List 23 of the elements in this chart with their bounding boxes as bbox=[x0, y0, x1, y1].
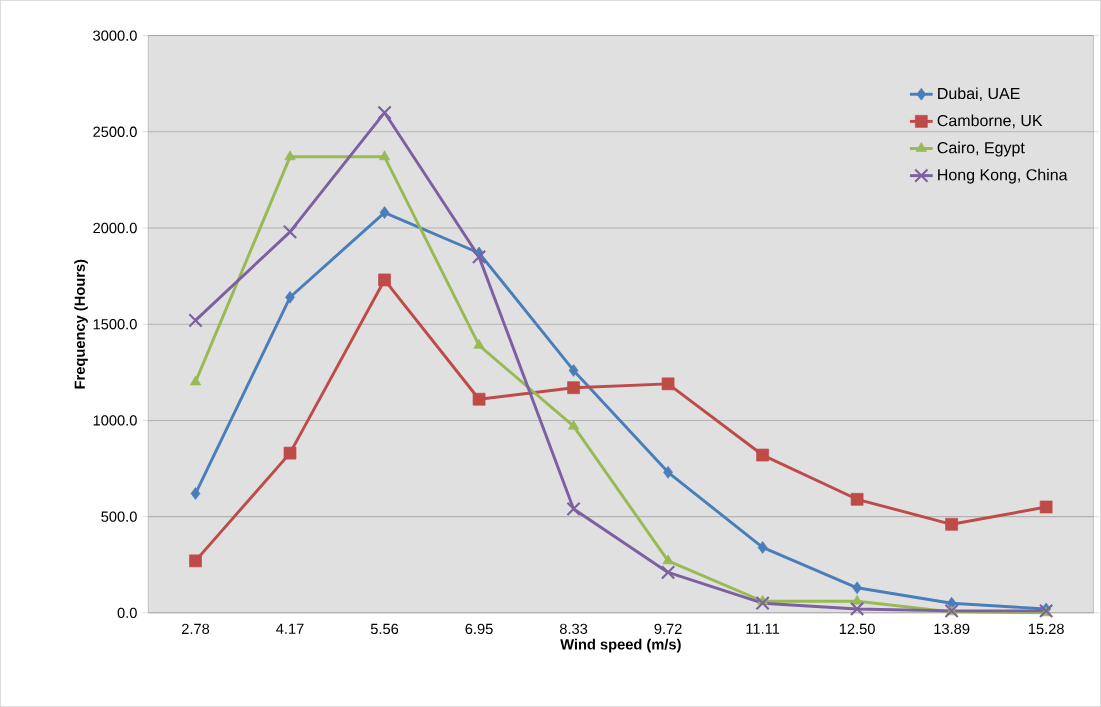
y-tick-label: 1500.0 bbox=[93, 319, 137, 330]
legend-label: Dubai, UAE bbox=[938, 87, 1020, 101]
y-tick-label: 0.0 bbox=[117, 607, 137, 618]
legend-label: Cairo, Egypt bbox=[937, 141, 1025, 157]
x-tick-label: 6.95 bbox=[465, 623, 493, 635]
y-axis-title: Frequency (Hours) bbox=[74, 259, 88, 389]
x-tick-label: 12.50 bbox=[839, 623, 875, 635]
x-tick-label: 13.89 bbox=[934, 623, 970, 635]
legend-label: Hong Kong, China bbox=[938, 168, 1068, 184]
legend-label: Camborne, UK bbox=[937, 114, 1043, 129]
x-tick-label: 4.17 bbox=[276, 623, 304, 634]
y-tick-label: 2500.0 bbox=[93, 126, 137, 137]
x-tick-label: 15.28 bbox=[1028, 623, 1064, 635]
y-tick-label: 500.0 bbox=[101, 511, 137, 522]
y-tick-label: 1000.0 bbox=[93, 415, 137, 426]
x-tick-label: 5.56 bbox=[370, 623, 399, 635]
x-axis-title: Wind speed (m/s) bbox=[560, 638, 681, 653]
x-tick-label: 9.72 bbox=[654, 623, 682, 635]
x-tick-label: 2.78 bbox=[181, 623, 210, 635]
x-tick-label: 8.33 bbox=[559, 623, 588, 635]
x-tick-label: 11.11 bbox=[746, 623, 780, 634]
y-tick-label: 2000.0 bbox=[93, 222, 137, 234]
y-tick-label: 3000.0 bbox=[93, 30, 137, 41]
